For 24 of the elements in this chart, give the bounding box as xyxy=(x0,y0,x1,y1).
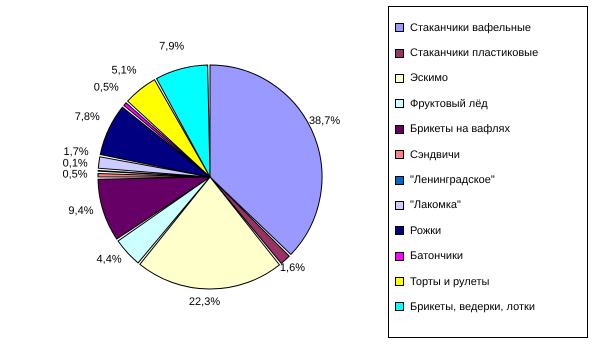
data-label: 7,8% xyxy=(74,110,100,123)
data-label: 38,7% xyxy=(308,114,340,127)
legend-label: "Лакомка" xyxy=(410,199,461,212)
legend-label: "Ленинградское" xyxy=(410,174,495,186)
legend-label: Сэндвичи xyxy=(410,148,460,161)
legend-label: Стаканчики пластиковые xyxy=(410,47,538,60)
legend-label: Батончики xyxy=(410,250,464,262)
data-label: 4,4% xyxy=(96,254,122,266)
data-label: 7,9% xyxy=(159,40,184,52)
legend-label: Брикеты на вафлях xyxy=(410,123,510,136)
legend-label: Эскимо xyxy=(410,72,448,84)
legend-label: Торты и рулеты xyxy=(410,276,490,288)
data-label: 0,1% xyxy=(62,157,88,170)
data-label: 0,5% xyxy=(94,81,120,94)
data-label: 1,7% xyxy=(64,146,89,158)
data-label: 1,6% xyxy=(280,262,306,274)
data-label: 22,3% xyxy=(188,296,220,308)
data-label: 9,4% xyxy=(68,204,94,217)
legend-label: Фруктовый лёд xyxy=(410,98,488,110)
legend-label: Стаканчики вафельные xyxy=(410,22,531,34)
legend-label: Брикеты, ведерки, лотки xyxy=(410,300,535,313)
legend-label: Рожки xyxy=(410,224,442,237)
data-label: 5,1% xyxy=(112,64,137,76)
data-label: 0,5% xyxy=(62,168,88,180)
